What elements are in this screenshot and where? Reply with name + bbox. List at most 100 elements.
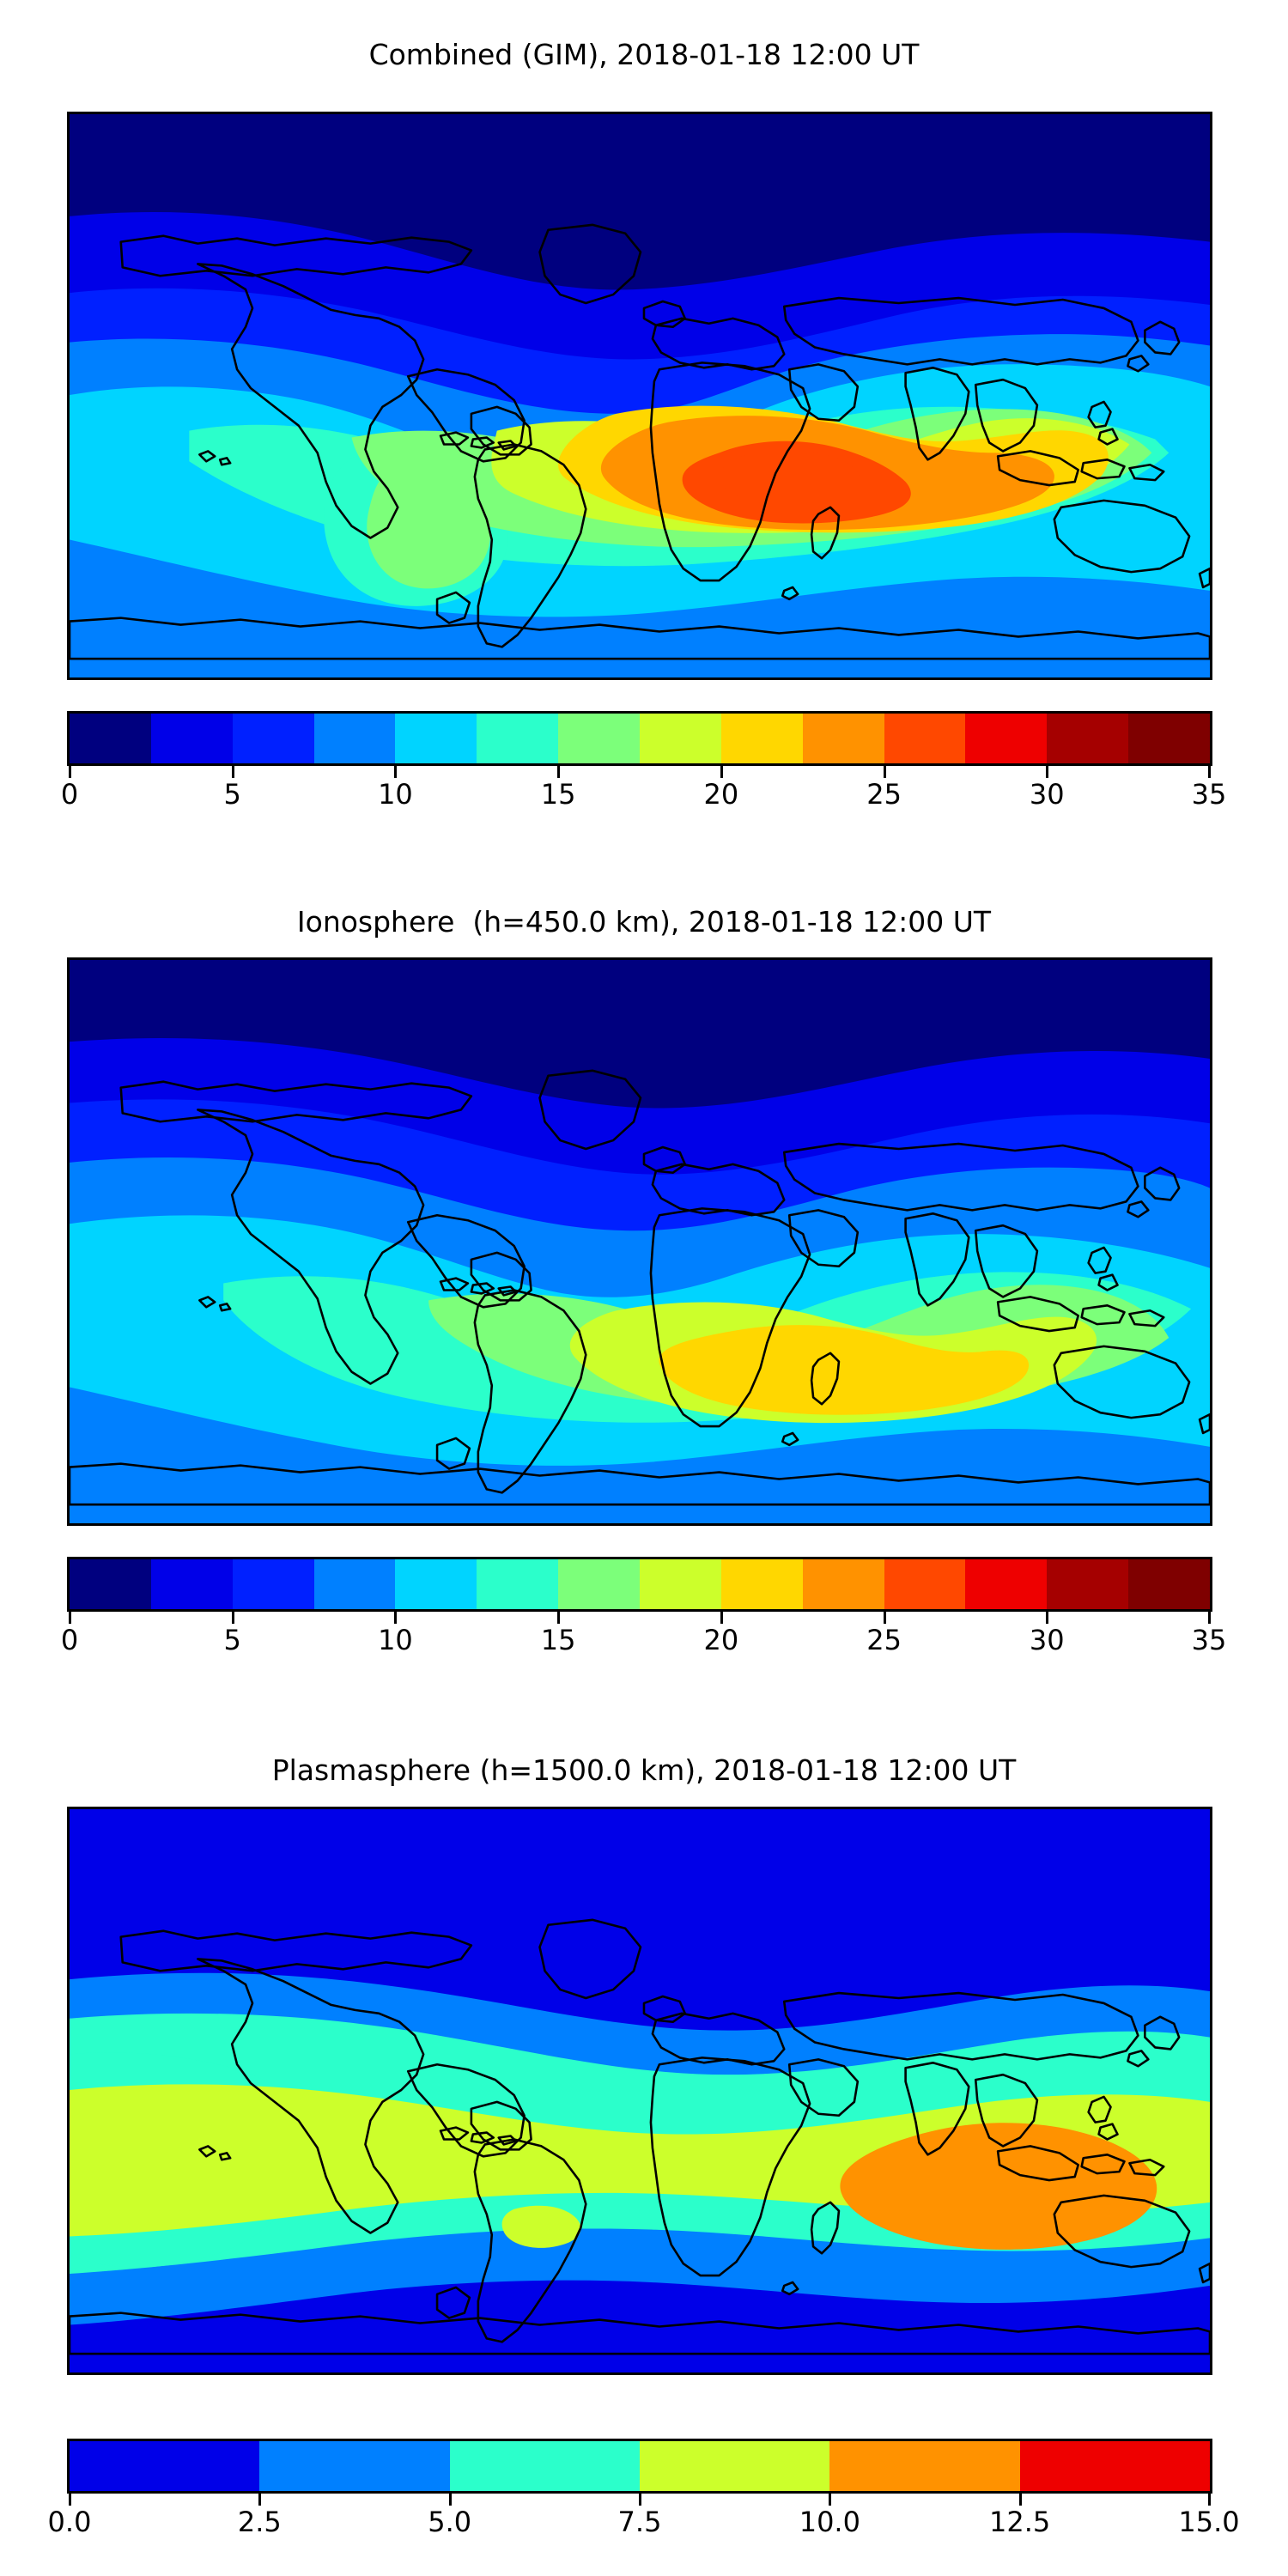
colorbar-tick-label-0: 0.0 bbox=[47, 2506, 92, 2538]
colorbar-segment-0 bbox=[70, 1559, 151, 1609]
map-svg-ionosphere bbox=[70, 960, 1210, 1523]
colorbar-tick-label-1: 5 bbox=[223, 778, 241, 811]
colorbar-segment-6 bbox=[558, 1559, 641, 1609]
panel-title-plasmasphere: Plasmasphere (h=1500.0 km), 2018-01-18 1… bbox=[271, 1753, 1017, 1787]
colorbar-ticks-plasmasphere bbox=[67, 2494, 1212, 2506]
colorbar-segment-5 bbox=[1019, 2441, 1210, 2491]
colorbar-segment-12 bbox=[1047, 714, 1129, 763]
colorbar-tick-0 bbox=[69, 1612, 71, 1624]
colorbar-segment-5 bbox=[477, 714, 559, 763]
colorbar-tick-label-5: 12.5 bbox=[989, 2506, 1051, 2538]
colorbar-segment-9 bbox=[802, 714, 884, 763]
colorbar-segment-2 bbox=[232, 1559, 314, 1609]
colorbar-tick-label-4: 10.0 bbox=[799, 2506, 860, 2538]
colorbar-swatches-combined bbox=[67, 711, 1212, 766]
colorbar-segment-4 bbox=[829, 2441, 1020, 2491]
colorbar-segment-0 bbox=[70, 714, 151, 763]
colorbar-ticks-combined bbox=[67, 766, 1212, 778]
colorbar-segment-2 bbox=[449, 2441, 640, 2491]
colorbar-tick-6 bbox=[1046, 766, 1049, 778]
colorbar-segment-3 bbox=[639, 2441, 830, 2491]
colorbar-segment-13 bbox=[1128, 714, 1211, 763]
colorbar-segment-5 bbox=[477, 1559, 559, 1609]
contour-band-3b bbox=[501, 2205, 581, 2248]
colorbar-segment-13 bbox=[1128, 1559, 1211, 1609]
colorbar-tick-0 bbox=[69, 2494, 71, 2506]
colorbar-segment-6 bbox=[558, 714, 641, 763]
map-plasmasphere bbox=[67, 1807, 1212, 2375]
panel-title-ionosphere: Ionosphere (h=450.0 km), 2018-01-18 12:0… bbox=[296, 905, 992, 939]
colorbar-ticks-ionosphere bbox=[67, 1612, 1212, 1624]
colorbar-swatches-plasmasphere bbox=[67, 2439, 1212, 2494]
colorbar-segment-3 bbox=[313, 714, 396, 763]
colorbar-segment-8 bbox=[720, 714, 803, 763]
coastlines-ionosphere bbox=[70, 1069, 1210, 1506]
colorbar-tick-2 bbox=[448, 2494, 452, 2506]
colorbar-segment-8 bbox=[720, 1559, 803, 1609]
contour-band-6b bbox=[367, 467, 491, 589]
colorbar-tick-label-3: 7.5 bbox=[617, 2506, 662, 2538]
colorbar-tick-label-1: 2.5 bbox=[237, 2506, 282, 2538]
map-svg-combined bbox=[70, 114, 1210, 677]
coastlines-plasmasphere bbox=[70, 1918, 1210, 2355]
colorbar-tick-4 bbox=[829, 2494, 832, 2506]
colorbar-segment-2 bbox=[232, 714, 314, 763]
colorbar-tick-0 bbox=[69, 766, 71, 778]
colorbar-segment-7 bbox=[640, 1559, 721, 1609]
colorbar-ticklabels-ionosphere: 0 5 10 15 20 25 30 35 bbox=[61, 1624, 1227, 1662]
map-ionosphere bbox=[67, 957, 1212, 1526]
colorbar-tick-label-0: 0 bbox=[60, 1624, 79, 1656]
colorbar-segment-7 bbox=[640, 714, 721, 763]
colorbar-segment-9 bbox=[802, 1559, 884, 1609]
colorbar-tick-1 bbox=[258, 2494, 262, 2506]
panel-title-combined: Combined (GIM), 2018-01-18 12:00 UT bbox=[368, 38, 920, 71]
colorbar-segment-1 bbox=[150, 714, 233, 763]
colorbar-tick-1 bbox=[231, 766, 234, 778]
colorbar-tick-3 bbox=[639, 2494, 641, 2506]
colorbar-tick-label-7: 35 bbox=[1191, 778, 1227, 811]
colorbar-tick-7 bbox=[1208, 766, 1211, 778]
colorbar-segment-3 bbox=[313, 1559, 396, 1609]
colorbar-segment-10 bbox=[884, 1559, 966, 1609]
colorbar-segment-11 bbox=[965, 714, 1048, 763]
colorbar-segment-11 bbox=[965, 1559, 1048, 1609]
colorbar-tick-5 bbox=[1018, 2494, 1022, 2506]
colorbar-segment-1 bbox=[259, 2441, 450, 2491]
colorbar-plasmasphere: 0.0 2.5 5.0 7.5 10.0 12.5 15.0 bbox=[48, 2439, 1240, 2543]
colorbar-tick-label-2: 10 bbox=[378, 778, 413, 811]
colorbar-combined: 0 5 10 15 20 25 30 35 bbox=[61, 711, 1226, 816]
colorbar-segment-4 bbox=[395, 1559, 477, 1609]
colorbar-tick-2 bbox=[394, 1612, 398, 1624]
colorbar-tick-label-5: 25 bbox=[866, 778, 902, 811]
colorbar-tick-label-2: 5.0 bbox=[428, 2506, 472, 2538]
colorbar-ionosphere: 0 5 10 15 20 25 30 35 bbox=[61, 1557, 1227, 1662]
colorbar-tick-label-4: 20 bbox=[703, 778, 739, 811]
colorbar-tick-1 bbox=[231, 1612, 234, 1624]
colorbar-segment-12 bbox=[1047, 1559, 1129, 1609]
map-combined-gim bbox=[67, 112, 1212, 680]
colorbar-ticklabels-plasmasphere: 0.0 2.5 5.0 7.5 10.0 12.5 15.0 bbox=[48, 2506, 1240, 2543]
colorbar-segment-4 bbox=[395, 714, 477, 763]
colorbar-swatches-ionosphere bbox=[67, 1557, 1212, 1612]
colorbar-tick-4 bbox=[720, 766, 723, 778]
colorbar-tick-label-2: 10 bbox=[378, 1624, 413, 1656]
colorbar-tick-label-5: 25 bbox=[866, 1624, 902, 1656]
colorbar-tick-label-3: 15 bbox=[540, 778, 576, 811]
colorbar-tick-label-6: 15.0 bbox=[1178, 2506, 1240, 2538]
contour-band-11 bbox=[720, 449, 862, 507]
colorbar-tick-label-1: 5 bbox=[223, 1624, 241, 1656]
colorbar-segment-0 bbox=[70, 2441, 260, 2491]
coastlines-combined bbox=[70, 223, 1210, 660]
contour-band-4 bbox=[840, 2123, 1157, 2250]
colorbar-tick-6 bbox=[1208, 2494, 1211, 2506]
colorbar-tick-4 bbox=[720, 1612, 723, 1624]
colorbar-segment-1 bbox=[150, 1559, 233, 1609]
colorbar-tick-label-6: 30 bbox=[1029, 778, 1065, 811]
colorbar-tick-7 bbox=[1208, 1612, 1211, 1624]
colorbar-tick-label-3: 15 bbox=[540, 1624, 576, 1656]
colorbar-tick-label-0: 0 bbox=[60, 778, 79, 811]
contour-band-8 bbox=[659, 1325, 1030, 1415]
colorbar-tick-3 bbox=[557, 766, 561, 778]
colorbar-tick-5 bbox=[883, 1612, 886, 1624]
